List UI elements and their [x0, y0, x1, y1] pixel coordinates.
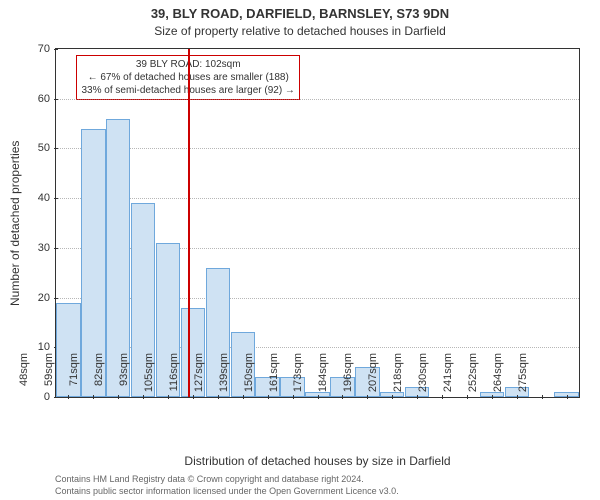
y-tick	[54, 248, 58, 249]
x-tick-label: 161sqm	[268, 353, 280, 403]
gridline	[56, 99, 579, 100]
x-tick-label: 93sqm	[118, 353, 130, 403]
y-axis-title: Number of detached properties	[8, 48, 22, 398]
x-tick-label: 150sqm	[243, 353, 255, 403]
x-tick-label: 48sqm	[18, 353, 30, 403]
x-tick-label: 230sqm	[417, 353, 429, 403]
gridline	[56, 148, 579, 149]
y-tick-label: 30	[38, 242, 50, 254]
y-tick-label: 20	[38, 292, 50, 304]
x-tick-label: 127sqm	[193, 353, 205, 403]
y-tick	[54, 298, 58, 299]
x-tick-label: 105sqm	[143, 353, 155, 403]
y-tick-label: 70	[38, 43, 50, 55]
x-tick-label: 241sqm	[442, 353, 454, 403]
x-tick	[567, 395, 568, 399]
y-tick-label: 50	[38, 142, 50, 154]
y-tick	[54, 99, 58, 100]
x-tick-label: 252sqm	[467, 353, 479, 403]
footer-line-1: Contains HM Land Registry data © Crown c…	[55, 474, 580, 486]
x-tick-label: 173sqm	[292, 353, 304, 403]
footer-line-2: Contains public sector information licen…	[55, 486, 580, 498]
x-tick-label: 264sqm	[492, 353, 504, 403]
page-title: 39, BLY ROAD, DARFIELD, BARNSLEY, S73 9D…	[0, 6, 600, 21]
x-tick-label: 275sqm	[517, 353, 529, 403]
y-tick-label: 40	[38, 192, 50, 204]
x-tick-label: 82sqm	[93, 353, 105, 403]
footer: Contains HM Land Registry data © Crown c…	[55, 474, 580, 497]
x-tick-label: 207sqm	[367, 353, 379, 403]
x-tick-label: 184sqm	[317, 353, 329, 403]
y-tick-label: 60	[38, 93, 50, 105]
x-tick-label: 196sqm	[342, 353, 354, 403]
chart-container: 39, BLY ROAD, DARFIELD, BARNSLEY, S73 9D…	[0, 0, 600, 500]
plot-area: 39 BLY ROAD: 102sqm ← 67% of detached ho…	[55, 48, 580, 398]
x-tick-label: 71sqm	[68, 353, 80, 403]
y-tick-label: 10	[38, 341, 50, 353]
x-tick-label: 218sqm	[392, 353, 404, 403]
x-tick-label: 59sqm	[43, 353, 55, 403]
x-tick	[542, 395, 543, 399]
y-tick	[54, 198, 58, 199]
gridline	[56, 198, 579, 199]
page-subtitle: Size of property relative to detached ho…	[0, 24, 600, 38]
x-axis-title: Distribution of detached houses by size …	[55, 454, 580, 468]
marker-line	[188, 49, 190, 397]
y-tick	[54, 49, 58, 50]
y-tick	[54, 148, 58, 149]
x-tick-label: 116sqm	[168, 353, 180, 403]
x-tick-label: 139sqm	[218, 353, 230, 403]
